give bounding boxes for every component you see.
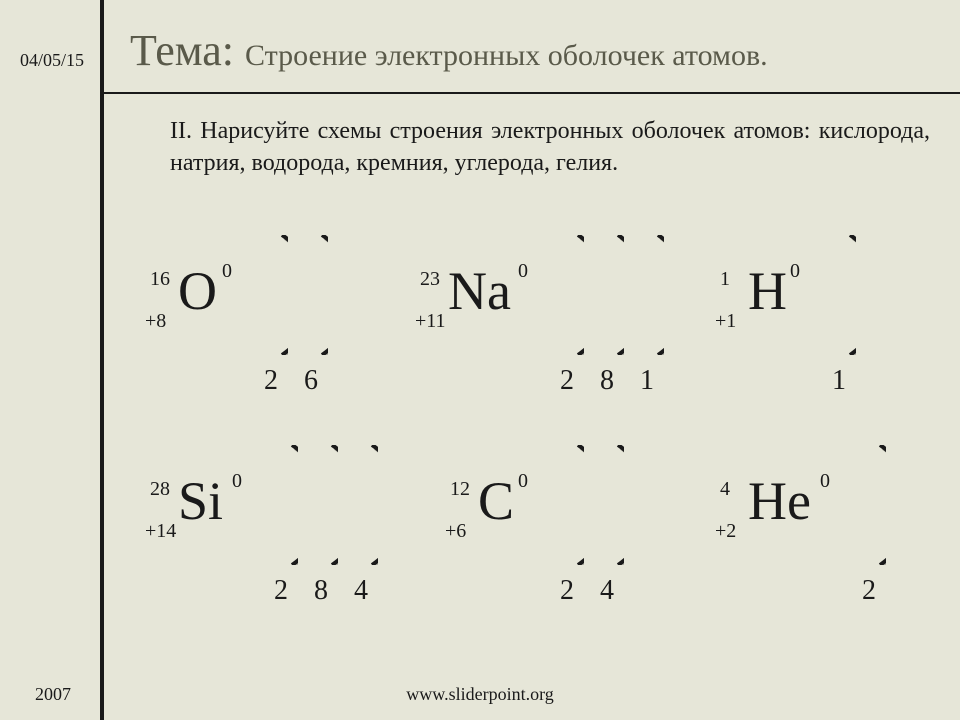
element-symbol: H <box>748 260 787 322</box>
shell-electron-count: 2 <box>862 575 876 607</box>
electron-shell <box>302 445 338 565</box>
nuclear-charge: +2 <box>715 520 736 543</box>
atoms-container: O16+80 2 6Na23+110 2 8 1H1+10 1Si28+140 … <box>100 230 960 660</box>
shell-electron-count: 4 <box>600 575 614 607</box>
shell-electron-count: 4 <box>354 575 368 607</box>
electron-shell <box>588 445 624 565</box>
shell-electron-count: 8 <box>314 575 328 607</box>
task-text: II. Нарисуйте схемы строения электронных… <box>170 115 930 180</box>
shell-electron-count: 8 <box>600 365 614 397</box>
electron-shell <box>588 235 624 355</box>
charge-zero: 0 <box>518 260 528 283</box>
electron-shell <box>342 445 378 565</box>
nuclear-charge: +1 <box>715 310 736 333</box>
date-label: 04/05/15 <box>20 50 84 71</box>
element-symbol: C <box>478 470 514 532</box>
shell-electron-count: 2 <box>560 575 574 607</box>
element-symbol: He <box>748 470 811 532</box>
charge-zero: 0 <box>232 470 242 493</box>
footer-url: www.sliderpoint.org <box>406 684 554 705</box>
mass-number: 23 <box>420 268 440 291</box>
nuclear-charge: +11 <box>415 310 446 333</box>
shell-electron-count: 2 <box>560 365 574 397</box>
shell-electron-count: 2 <box>274 575 288 607</box>
electron-shell <box>850 445 886 565</box>
title-subject: Строение электронных оболочек атомов. <box>245 39 768 72</box>
electron-shell <box>820 235 856 355</box>
nuclear-charge: +14 <box>145 520 176 543</box>
charge-zero: 0 <box>820 470 830 493</box>
element-symbol: Si <box>178 470 223 532</box>
electron-shell <box>292 235 328 355</box>
slide-title: Тема: Строение электронных оболочек атом… <box>130 25 930 76</box>
electron-shell <box>548 445 584 565</box>
shell-electron-count: 6 <box>304 365 318 397</box>
element-symbol: O <box>178 260 217 322</box>
title-word: Тема: <box>130 26 245 75</box>
horizontal-divider <box>100 92 960 94</box>
electron-shell <box>262 445 298 565</box>
mass-number: 1 <box>720 268 730 291</box>
charge-zero: 0 <box>790 260 800 283</box>
mass-number: 28 <box>150 478 170 501</box>
charge-zero: 0 <box>222 260 232 283</box>
year-label: 2007 <box>35 684 71 705</box>
charge-zero: 0 <box>518 470 528 493</box>
mass-number: 12 <box>450 478 470 501</box>
electron-shell <box>548 235 584 355</box>
electron-shell <box>252 235 288 355</box>
nuclear-charge: +8 <box>145 310 166 333</box>
mass-number: 16 <box>150 268 170 291</box>
shell-electron-count: 1 <box>640 365 654 397</box>
mass-number: 4 <box>720 478 730 501</box>
shell-electron-count: 2 <box>264 365 278 397</box>
shell-electron-count: 1 <box>832 365 846 397</box>
electron-shell <box>628 235 664 355</box>
nuclear-charge: +6 <box>445 520 466 543</box>
element-symbol: Na <box>448 260 511 322</box>
